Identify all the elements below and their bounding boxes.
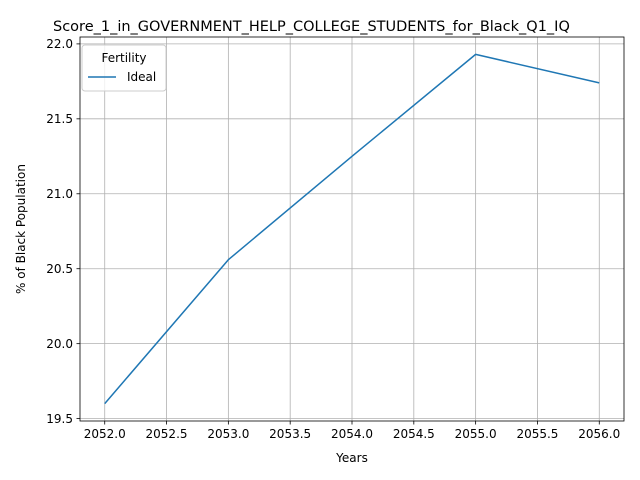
x-tick-label: 2053.0 — [207, 427, 249, 441]
x-axis-ticks: 2052.0 2052.5 2053.0 2053.5 2054.0 2054.5 2055… — [84, 421, 620, 441]
x-tick-label: 2052.5 — [146, 427, 188, 441]
x-tick-label: 2052.0 — [84, 427, 126, 441]
y-tick-label: 20.5 — [46, 262, 73, 276]
x-tick-label: 2054.5 — [393, 427, 435, 441]
x-tick-label: 2053.5 — [269, 427, 311, 441]
legend-title: Fertility — [101, 51, 146, 65]
legend: Fertility Ideal — [81, 44, 167, 92]
y-axis-label: % of Black Population — [14, 164, 28, 294]
series-layer — [104, 53, 600, 405]
x-axis-label: Years — [335, 451, 368, 465]
x-tick-label: 2055.0 — [455, 427, 497, 441]
x-tick-label: 2054.0 — [331, 427, 373, 441]
legend-label-ideal: Ideal — [127, 70, 156, 84]
x-tick-label: 2055.5 — [516, 427, 558, 441]
legend-box — [81, 44, 167, 92]
y-axis-ticks: 19.5 20.0 20.5 21.0 21.5 22.0 — [46, 37, 80, 426]
chart-title: Score_1_in_GOVERNMENT_HELP_COLLEGE_STUDE… — [53, 19, 570, 35]
y-tick-label: 20.0 — [46, 337, 73, 351]
y-tick-label: 21.0 — [46, 187, 73, 201]
x-tick-label: 2056.0 — [578, 427, 620, 441]
y-tick-label: 22.0 — [46, 37, 73, 51]
y-tick-label: 21.5 — [46, 112, 73, 126]
grid-lines — [80, 37, 624, 421]
y-tick-label: 19.5 — [46, 412, 73, 426]
